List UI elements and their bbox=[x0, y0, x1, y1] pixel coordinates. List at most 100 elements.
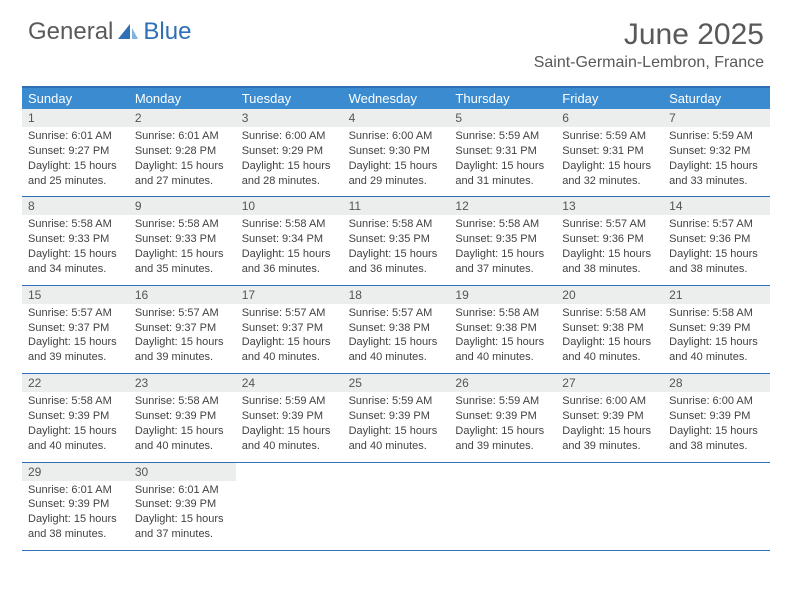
day-number: 1 bbox=[22, 109, 129, 127]
day-number: 20 bbox=[556, 286, 663, 304]
daylight-text: Daylight: 15 hours and 38 minutes. bbox=[669, 247, 764, 277]
day-cell: Sunrise: 5:58 AMSunset: 9:35 PMDaylight:… bbox=[449, 215, 556, 284]
sunrise-text: Sunrise: 5:58 AM bbox=[135, 217, 230, 232]
weekday-label: Sunday bbox=[22, 88, 129, 109]
daylight-text: Daylight: 15 hours and 29 minutes. bbox=[349, 159, 444, 189]
sunrise-text: Sunrise: 5:58 AM bbox=[349, 217, 444, 232]
sunrise-text: Sunrise: 5:57 AM bbox=[669, 217, 764, 232]
day-number: 14 bbox=[663, 197, 770, 215]
sunrise-text: Sunrise: 6:00 AM bbox=[349, 129, 444, 144]
day-cell bbox=[236, 481, 343, 550]
day-cell bbox=[556, 481, 663, 550]
day-cell: Sunrise: 5:57 AMSunset: 9:37 PMDaylight:… bbox=[236, 304, 343, 373]
daylight-text: Daylight: 15 hours and 35 minutes. bbox=[135, 247, 230, 277]
sunset-text: Sunset: 9:30 PM bbox=[349, 144, 444, 159]
day-number: 8 bbox=[22, 197, 129, 215]
day-cell: Sunrise: 5:57 AMSunset: 9:38 PMDaylight:… bbox=[343, 304, 450, 373]
day-cell: Sunrise: 5:58 AMSunset: 9:34 PMDaylight:… bbox=[236, 215, 343, 284]
weekday-label: Wednesday bbox=[343, 88, 450, 109]
day-cell: Sunrise: 5:58 AMSunset: 9:39 PMDaylight:… bbox=[129, 392, 236, 461]
day-number: 16 bbox=[129, 286, 236, 304]
week-row: 1234567Sunrise: 6:01 AMSunset: 9:27 PMDa… bbox=[22, 109, 770, 197]
day-number: 10 bbox=[236, 197, 343, 215]
sunrise-text: Sunrise: 5:59 AM bbox=[242, 394, 337, 409]
daylight-text: Daylight: 15 hours and 34 minutes. bbox=[28, 247, 123, 277]
day-cell bbox=[663, 481, 770, 550]
day-number: 9 bbox=[129, 197, 236, 215]
daylight-text: Daylight: 15 hours and 40 minutes. bbox=[28, 424, 123, 454]
day-cell: Sunrise: 5:59 AMSunset: 9:39 PMDaylight:… bbox=[449, 392, 556, 461]
daylight-text: Daylight: 15 hours and 40 minutes. bbox=[349, 424, 444, 454]
weekday-label: Thursday bbox=[449, 88, 556, 109]
logo-word1: General bbox=[28, 18, 113, 46]
day-cell: Sunrise: 5:58 AMSunset: 9:39 PMDaylight:… bbox=[22, 392, 129, 461]
day-cell: Sunrise: 6:00 AMSunset: 9:29 PMDaylight:… bbox=[236, 127, 343, 196]
sunrise-text: Sunrise: 5:58 AM bbox=[135, 394, 230, 409]
daylight-text: Daylight: 15 hours and 38 minutes. bbox=[562, 247, 657, 277]
day-cell: Sunrise: 5:57 AMSunset: 9:37 PMDaylight:… bbox=[22, 304, 129, 373]
day-number: 5 bbox=[449, 109, 556, 127]
daylight-text: Daylight: 15 hours and 40 minutes. bbox=[455, 335, 550, 365]
weekday-label: Saturday bbox=[663, 88, 770, 109]
sunrise-text: Sunrise: 6:00 AM bbox=[242, 129, 337, 144]
sunrise-text: Sunrise: 6:01 AM bbox=[135, 483, 230, 498]
sunrise-text: Sunrise: 5:57 AM bbox=[242, 306, 337, 321]
sunrise-text: Sunrise: 5:59 AM bbox=[455, 394, 550, 409]
day-cell: Sunrise: 6:00 AMSunset: 9:30 PMDaylight:… bbox=[343, 127, 450, 196]
sunset-text: Sunset: 9:39 PM bbox=[135, 409, 230, 424]
sunset-text: Sunset: 9:32 PM bbox=[669, 144, 764, 159]
day-cell: Sunrise: 5:58 AMSunset: 9:39 PMDaylight:… bbox=[663, 304, 770, 373]
sunset-text: Sunset: 9:35 PM bbox=[349, 232, 444, 247]
sunrise-text: Sunrise: 5:58 AM bbox=[455, 306, 550, 321]
day-number: 29 bbox=[22, 463, 129, 481]
sunrise-text: Sunrise: 5:58 AM bbox=[669, 306, 764, 321]
daylight-text: Daylight: 15 hours and 40 minutes. bbox=[135, 424, 230, 454]
day-number: 12 bbox=[449, 197, 556, 215]
day-cell: Sunrise: 5:57 AMSunset: 9:36 PMDaylight:… bbox=[663, 215, 770, 284]
daylight-text: Daylight: 15 hours and 40 minutes. bbox=[242, 424, 337, 454]
sunset-text: Sunset: 9:33 PM bbox=[28, 232, 123, 247]
daylight-text: Daylight: 15 hours and 33 minutes. bbox=[669, 159, 764, 189]
day-number bbox=[663, 463, 770, 481]
day-cell bbox=[343, 481, 450, 550]
day-cell: Sunrise: 5:58 AMSunset: 9:33 PMDaylight:… bbox=[129, 215, 236, 284]
day-number: 30 bbox=[129, 463, 236, 481]
day-cell: Sunrise: 5:57 AMSunset: 9:36 PMDaylight:… bbox=[556, 215, 663, 284]
sunrise-text: Sunrise: 6:00 AM bbox=[669, 394, 764, 409]
sunset-text: Sunset: 9:39 PM bbox=[455, 409, 550, 424]
day-cell bbox=[449, 481, 556, 550]
sunset-text: Sunset: 9:27 PM bbox=[28, 144, 123, 159]
day-number: 22 bbox=[22, 374, 129, 392]
day-cell: Sunrise: 5:58 AMSunset: 9:33 PMDaylight:… bbox=[22, 215, 129, 284]
daylight-text: Daylight: 15 hours and 39 minutes. bbox=[28, 335, 123, 365]
sunrise-text: Sunrise: 5:58 AM bbox=[455, 217, 550, 232]
sunset-text: Sunset: 9:39 PM bbox=[28, 497, 123, 512]
header: General Blue June 2025 Saint-Germain-Lem… bbox=[0, 0, 792, 78]
daylight-text: Daylight: 15 hours and 39 minutes. bbox=[562, 424, 657, 454]
daylight-text: Daylight: 15 hours and 39 minutes. bbox=[455, 424, 550, 454]
day-number: 17 bbox=[236, 286, 343, 304]
day-cell: Sunrise: 5:57 AMSunset: 9:37 PMDaylight:… bbox=[129, 304, 236, 373]
sunset-text: Sunset: 9:37 PM bbox=[28, 321, 123, 336]
sunrise-text: Sunrise: 5:57 AM bbox=[135, 306, 230, 321]
sunrise-text: Sunrise: 6:01 AM bbox=[28, 483, 123, 498]
weekday-label: Tuesday bbox=[236, 88, 343, 109]
day-number: 26 bbox=[449, 374, 556, 392]
daylight-text: Daylight: 15 hours and 36 minutes. bbox=[349, 247, 444, 277]
daylight-text: Daylight: 15 hours and 36 minutes. bbox=[242, 247, 337, 277]
day-cell: Sunrise: 5:59 AMSunset: 9:39 PMDaylight:… bbox=[236, 392, 343, 461]
day-number: 23 bbox=[129, 374, 236, 392]
sunrise-text: Sunrise: 5:58 AM bbox=[562, 306, 657, 321]
logo-sail-icon bbox=[117, 22, 139, 42]
daylight-text: Daylight: 15 hours and 40 minutes. bbox=[349, 335, 444, 365]
sunset-text: Sunset: 9:39 PM bbox=[242, 409, 337, 424]
day-number: 7 bbox=[663, 109, 770, 127]
day-number bbox=[236, 463, 343, 481]
location: Saint-Germain-Lembron, France bbox=[534, 54, 764, 72]
sunrise-text: Sunrise: 6:01 AM bbox=[135, 129, 230, 144]
day-cell: Sunrise: 5:59 AMSunset: 9:31 PMDaylight:… bbox=[449, 127, 556, 196]
day-number: 21 bbox=[663, 286, 770, 304]
daylight-text: Daylight: 15 hours and 40 minutes. bbox=[242, 335, 337, 365]
sunset-text: Sunset: 9:35 PM bbox=[455, 232, 550, 247]
day-number: 4 bbox=[343, 109, 450, 127]
